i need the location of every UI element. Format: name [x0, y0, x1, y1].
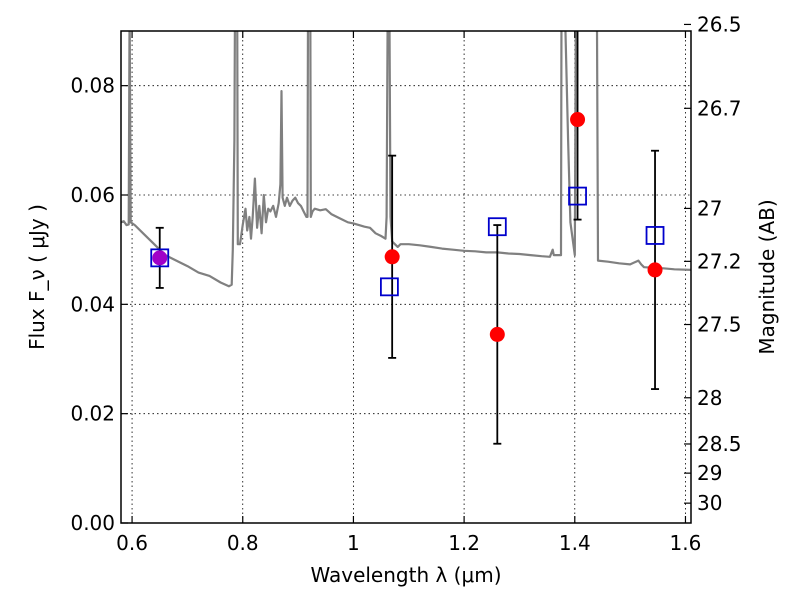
- x-tick-label: 0.8: [227, 531, 259, 555]
- mag-tick-label: 27: [697, 196, 722, 220]
- observed-point: [570, 112, 586, 128]
- mag-tick-label: 28: [697, 386, 722, 410]
- grid-lines: [121, 31, 691, 524]
- model-photometry-point: [150, 248, 170, 268]
- model-photometry-point: [568, 186, 587, 206]
- x-axis-title: Wavelength λ (μm): [310, 563, 501, 587]
- magnitude-axis-ticks: 26.5 26.7 27 27.2 27.5 28 28.5 29 30: [684, 12, 742, 515]
- y-tick-label: 0.02: [70, 402, 115, 426]
- observed-point: [647, 262, 663, 278]
- magnitude-axis-title: Magnitude (AB): [755, 199, 779, 354]
- mag-tick-label: 26.7: [697, 96, 742, 120]
- y-axis-title: Flux F_ν ( μJy ): [25, 204, 49, 350]
- y-tick-label: 0.06: [70, 183, 115, 207]
- plot-frame: [120, 30, 692, 524]
- y-axis-ticks: 0.00 0.02 0.04 0.06 0.08: [70, 74, 128, 535]
- mag-tick-label: 30: [697, 491, 722, 515]
- x-axis-ticks: 0.6 0.8 1 1.2 1.4 1.6: [116, 31, 701, 555]
- model-photometry-points: [150, 186, 665, 297]
- observed-point: [152, 250, 168, 266]
- x-tick-label: 1: [347, 531, 360, 555]
- model-spectrum-line: [121, 31, 691, 288]
- observed-points: [152, 112, 663, 342]
- x-tick-label: 1.6: [670, 531, 702, 555]
- observed-point: [384, 249, 400, 265]
- observed-point: [489, 326, 505, 342]
- mag-tick-label: 27.2: [697, 249, 742, 273]
- y-tick-label: 0.00: [70, 511, 115, 535]
- x-tick-label: 1.4: [559, 531, 591, 555]
- y-tick-label: 0.04: [70, 292, 115, 316]
- model-photometry-point: [379, 277, 399, 297]
- mag-tick-label: 29: [697, 461, 722, 485]
- y-tick-label: 0.08: [70, 74, 115, 98]
- mag-tick-label: 28.5: [697, 432, 742, 456]
- plot-area: [121, 31, 691, 445]
- x-tick-label: 1.2: [448, 531, 480, 555]
- error-bars: [155, 31, 660, 445]
- x-tick-label: 0.6: [116, 531, 148, 555]
- model-photometry-point: [487, 217, 507, 237]
- mag-tick-label: 26.5: [697, 12, 742, 36]
- mag-tick-label: 27.5: [697, 313, 742, 337]
- model-photometry-point: [645, 226, 665, 245]
